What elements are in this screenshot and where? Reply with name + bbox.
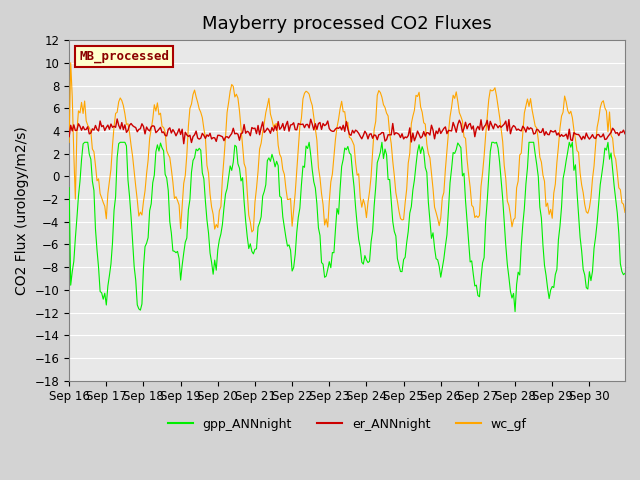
Legend: gpp_ANNnight, er_ANNnight, wc_gf: gpp_ANNnight, er_ANNnight, wc_gf — [163, 413, 531, 436]
Title: Mayberry processed CO2 Fluxes: Mayberry processed CO2 Fluxes — [202, 15, 492, 33]
Y-axis label: CO2 Flux (urology/m2/s): CO2 Flux (urology/m2/s) — [15, 126, 29, 295]
